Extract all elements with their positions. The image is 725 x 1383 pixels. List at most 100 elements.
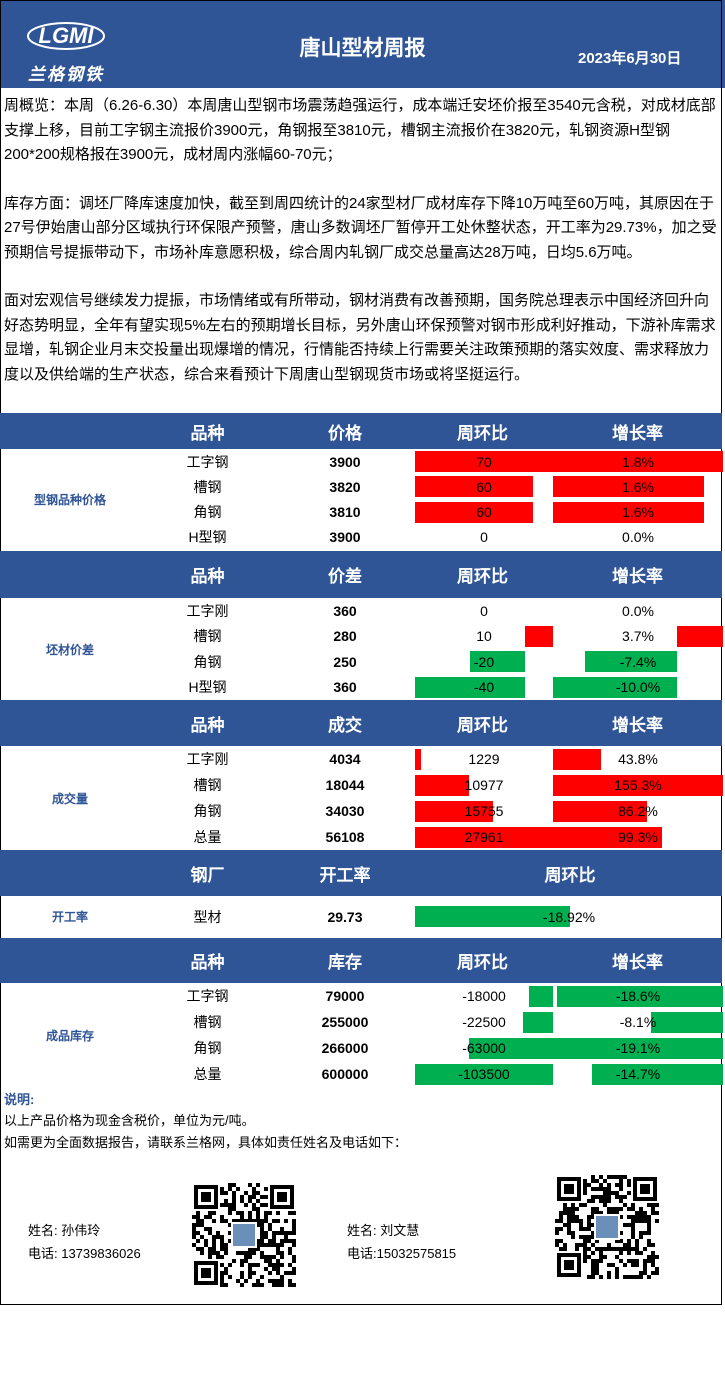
logo-text: LGMI [39, 23, 95, 48]
bar-label: 43.8% [618, 751, 658, 767]
data-bar [529, 985, 553, 1007]
qr-code [192, 1183, 296, 1287]
data-bar [677, 625, 723, 647]
column-header: 增长率 [585, 551, 690, 598]
bar-label: 1229 [468, 751, 500, 767]
row-value: 29.73 [327, 908, 363, 925]
data-bar [525, 625, 553, 647]
data-bar [557, 985, 723, 1007]
bar-label: 1.8% [622, 453, 654, 470]
data-bar [553, 800, 648, 822]
logo: LGMI [27, 22, 105, 50]
bar-label: 86.2% [618, 803, 658, 819]
row-name: 总量 [193, 829, 222, 845]
column-header: 增长率 [585, 938, 690, 983]
row-name: 工字刚 [186, 751, 229, 767]
row-name: H型钢 [188, 679, 227, 696]
row-value: 360 [333, 679, 357, 696]
data-bar [553, 451, 723, 473]
bar-label: 0.0% [622, 602, 654, 619]
row-value: 280 [333, 628, 357, 645]
row-name: 总量 [193, 1066, 222, 1082]
data-bar [469, 1037, 553, 1059]
row-value: 3900 [329, 529, 361, 546]
row-name: 角钢 [193, 1040, 222, 1056]
column-header: 增长率 [585, 413, 690, 449]
column-header: 品种 [160, 551, 255, 598]
bar-label: -8.1% [619, 1014, 657, 1030]
column-header: 周环比 [500, 850, 640, 896]
data-bar [415, 906, 570, 927]
bar-label: -103500 [458, 1066, 510, 1082]
bar-label: 10977 [464, 777, 504, 793]
row-value: 3820 [329, 478, 361, 495]
data-bar [415, 501, 534, 523]
column-header: 价差 [290, 551, 400, 598]
data-bar [553, 476, 705, 498]
bar-label: 60 [476, 478, 492, 495]
row-name: 槽钢 [193, 1014, 222, 1030]
bar-label: 155.3% [614, 777, 662, 793]
paragraph: 面对宏观信号继续发力提振，市场情绪或有所带动，钢材消费有改善预期，国务院总理表示… [4, 292, 716, 383]
bar-label: 15755 [464, 803, 504, 819]
row-value: 18044 [325, 777, 365, 793]
row-name: H型钢 [188, 529, 227, 546]
bar-label: 0.0% [622, 529, 654, 546]
data-bar [415, 451, 553, 473]
paragraph: 库存方面：调坯厂降库速度加快，截至到周四统计的24家型材厂成材库存下降10万吨至… [4, 194, 717, 261]
bar-label: -19.1% [615, 1040, 661, 1056]
bar-label: -63000 [462, 1040, 506, 1056]
section-label: 型钢品种价格 [33, 493, 106, 507]
contact-name: 姓名: 孙伟玲 [28, 1223, 101, 1238]
bar-label: -18.92% [542, 908, 596, 925]
data-bar [585, 651, 678, 673]
bar-label: -22500 [462, 1014, 506, 1030]
column-header: 库存 [290, 938, 400, 983]
note-line: 如需更为全面数据报告，请联系兰格网，具体如责任姓名及电话如下： [4, 1135, 408, 1150]
row-name: 槽钢 [193, 628, 222, 645]
column-header: 周环比 [430, 413, 535, 449]
row-name: 型材 [193, 908, 222, 925]
data-bar [592, 1063, 723, 1085]
data-bar [553, 1037, 723, 1059]
column-header: 品种 [160, 938, 255, 983]
qr-code [555, 1175, 659, 1279]
contact-phone: 电话: 13739836026 [28, 1246, 141, 1261]
bar-label: 60 [476, 504, 492, 521]
column-header: 价格 [290, 413, 400, 449]
column-header: 品种 [160, 700, 255, 746]
bar-label: -18000 [462, 988, 506, 1004]
data-bar [415, 800, 493, 822]
section-label: 开工率 [51, 910, 88, 924]
data-bar [553, 748, 601, 770]
data-bar [553, 501, 705, 523]
row-value: 3810 [329, 504, 361, 521]
data-bar [650, 1011, 723, 1033]
row-name: 工字钢 [186, 988, 229, 1004]
date: 2023年6月30日 [578, 50, 682, 67]
row-name: 工字刚 [186, 602, 229, 619]
bar-label: -18.6% [615, 988, 661, 1004]
column-header: 周环比 [430, 700, 535, 746]
bar-label: 0 [480, 529, 488, 546]
column-header: 周环比 [430, 938, 535, 983]
data-bar [415, 774, 470, 796]
column-header: 周环比 [430, 551, 535, 598]
notes: 以上产品价格为现金含税价，单位为元/吨。 如需更为全面数据报告，请联系兰格网，具体… [4, 1110, 407, 1154]
bar-label: 3.7% [622, 628, 654, 645]
bar-label: 0 [480, 602, 488, 619]
section-label: 坯材价差 [45, 642, 94, 657]
row-name: 角钢 [193, 653, 222, 670]
title: 唐山型材周报 [299, 37, 426, 60]
bar-label: 10 [476, 628, 492, 645]
bar-label: 27961 [464, 829, 504, 845]
row-value: 360 [333, 602, 357, 619]
logo-sub: 兰格钢铁 [28, 65, 104, 84]
column-header: 增长率 [585, 700, 690, 746]
bar-label: 70 [476, 453, 492, 470]
column-header: 钢厂 [160, 850, 255, 896]
bar-label: -7.4% [619, 653, 657, 670]
bar-label: -40 [473, 679, 495, 696]
row-value: 79000 [325, 988, 365, 1004]
